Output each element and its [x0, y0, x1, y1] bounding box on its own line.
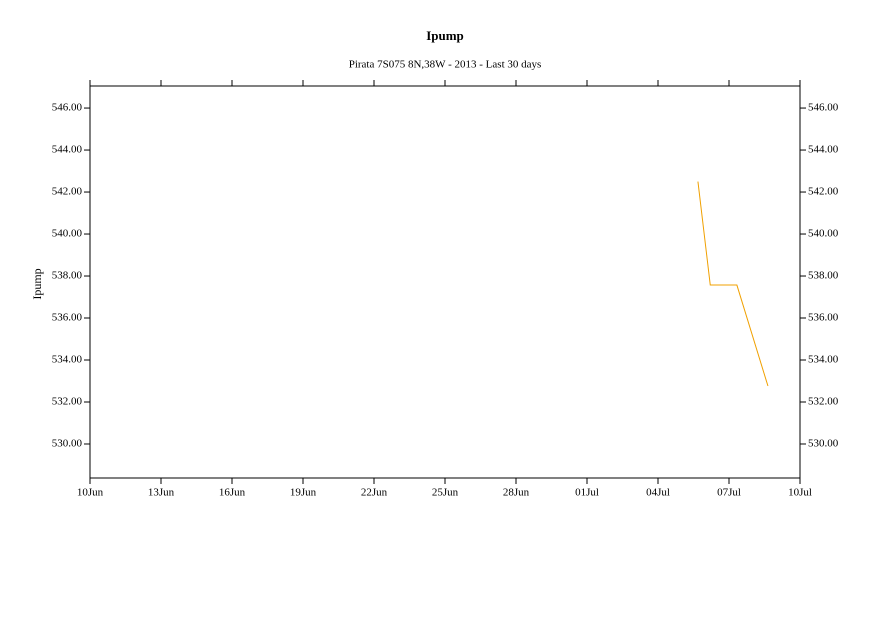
y-tick-label: 534.00 [52, 354, 83, 366]
data-line [697, 181, 769, 387]
y2-tick-label: 538.00 [808, 270, 839, 282]
y2-tick-label: 540.00 [808, 228, 839, 240]
chart-title: Ipump [426, 28, 464, 43]
y2-tick-label: 544.00 [808, 144, 839, 156]
y-tick-label: 532.00 [52, 396, 83, 408]
y-tick-label: 538.00 [52, 270, 83, 282]
y-axis-label: Ipump [30, 268, 44, 299]
x-tick-label: 16Jun [219, 487, 246, 499]
y2-tick-label: 542.00 [808, 186, 839, 198]
y2-tick-label: 530.00 [808, 438, 839, 450]
chart-subtitle: Pirata 7S075 8N,38W - 2013 - Last 30 day… [349, 59, 542, 71]
y-tick-label: 540.00 [52, 228, 83, 240]
y2-tick-label: 532.00 [808, 396, 839, 408]
y2-tick-label: 546.00 [808, 102, 839, 114]
x-tick-label: 10Jul [788, 487, 812, 499]
y-tick-label: 546.00 [52, 102, 83, 114]
x-tick-label: 28Jun [503, 487, 530, 499]
x-tick-label: 01Jul [575, 487, 599, 499]
x-tick-label: 19Jun [290, 487, 317, 499]
x-tick-label: 13Jun [148, 487, 175, 499]
y-tick-label: 536.00 [52, 312, 83, 324]
x-tick-label: 10Jun [77, 487, 104, 499]
y2-tick-label: 534.00 [808, 354, 839, 366]
x-tick-label: 04Jul [646, 487, 670, 499]
x-tick-label: 25Jun [432, 487, 459, 499]
x-tick-label: 22Jun [361, 487, 388, 499]
y-tick-label: 530.00 [52, 438, 83, 450]
x-tick-label: 07Jul [717, 487, 741, 499]
y2-tick-label: 536.00 [808, 312, 839, 324]
y-tick-label: 544.00 [52, 144, 83, 156]
y-tick-label: 542.00 [52, 186, 83, 198]
